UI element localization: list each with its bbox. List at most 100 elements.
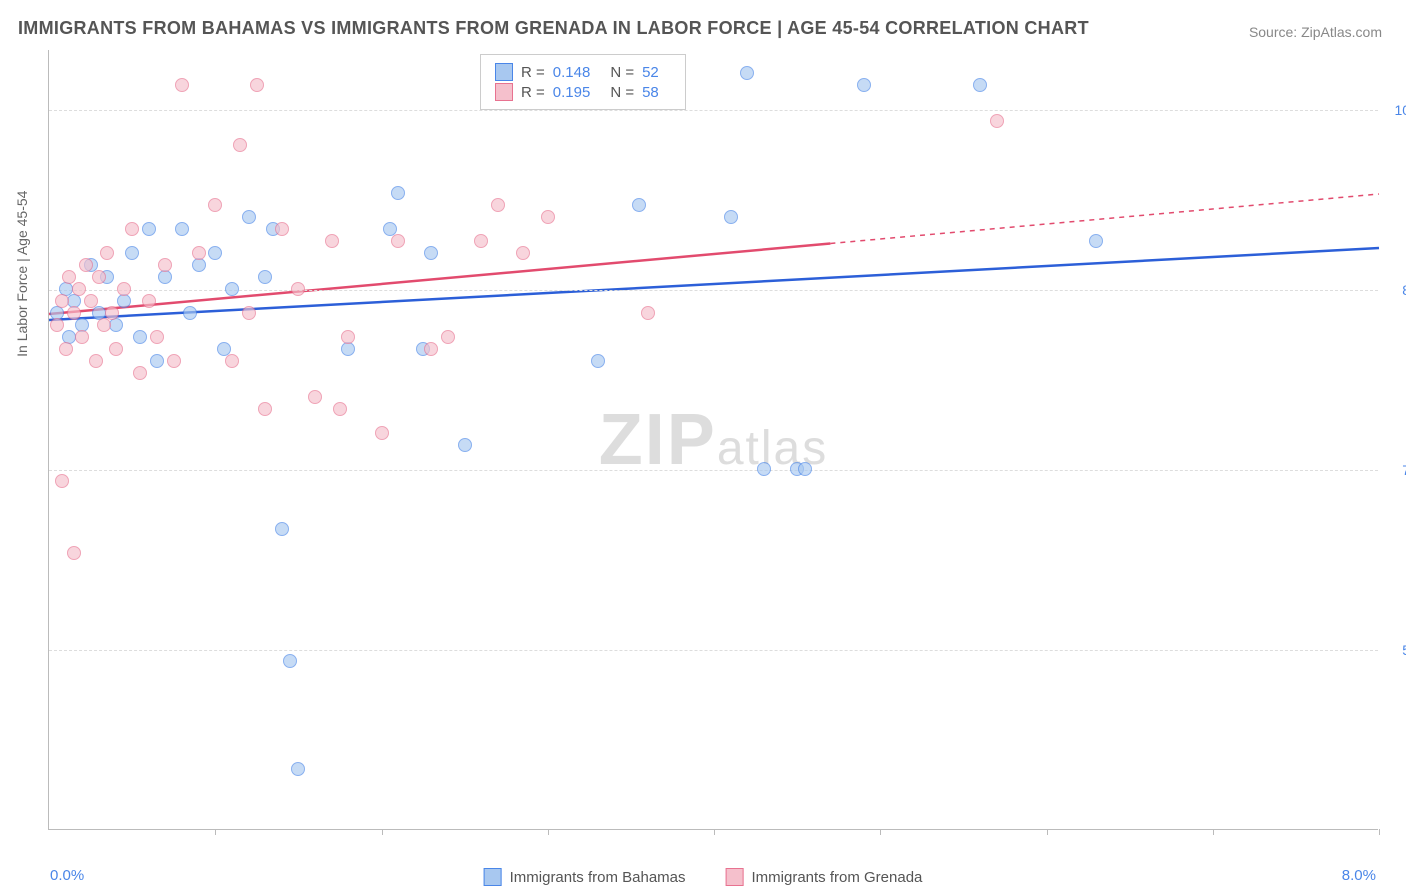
data-point — [641, 306, 655, 320]
data-point — [541, 210, 555, 224]
data-point — [333, 402, 347, 416]
data-point — [258, 402, 272, 416]
data-point — [233, 138, 247, 152]
data-point — [424, 342, 438, 356]
data-point — [391, 234, 405, 248]
plot-area: ZIPatlas 55.0%70.0%85.0%100.0% — [48, 50, 1378, 830]
legend-r-label: R = — [521, 84, 545, 101]
legend-series-item: Immigrants from Grenada — [726, 868, 923, 886]
trend-lines — [49, 50, 1378, 829]
data-point — [67, 546, 81, 560]
data-point — [50, 318, 64, 332]
legend-r-value: 0.148 — [553, 64, 591, 81]
data-point — [591, 354, 605, 368]
data-point — [275, 222, 289, 236]
data-point — [109, 342, 123, 356]
legend-row: R =0.195N =58 — [495, 83, 671, 101]
data-point — [391, 186, 405, 200]
data-point — [250, 78, 264, 92]
data-point — [990, 114, 1004, 128]
data-point — [125, 246, 139, 260]
legend-n-value: 52 — [642, 64, 659, 81]
data-point — [208, 198, 222, 212]
legend-row: R = 0.148 N = 52 — [495, 63, 671, 81]
legend-correlation: R =0.148N =52R =0.195N =58 — [480, 54, 686, 110]
data-point — [283, 654, 297, 668]
data-point — [308, 390, 322, 404]
data-point — [208, 246, 222, 260]
data-point — [973, 78, 987, 92]
data-point — [175, 78, 189, 92]
x-tick — [215, 829, 216, 835]
legend-swatch — [495, 83, 513, 101]
data-point — [117, 282, 131, 296]
data-point — [100, 246, 114, 260]
data-point — [291, 762, 305, 776]
data-point — [757, 462, 771, 476]
data-point — [225, 282, 239, 296]
data-point — [72, 282, 86, 296]
data-point — [458, 438, 472, 452]
data-point — [1089, 234, 1103, 248]
data-point — [158, 270, 172, 284]
gridline — [49, 110, 1378, 111]
data-point — [79, 258, 93, 272]
x-tick — [1379, 829, 1380, 835]
data-point — [92, 270, 106, 284]
legend-swatch — [726, 868, 744, 886]
y-tick-label: 100.0% — [1395, 102, 1406, 118]
x-tick — [880, 829, 881, 835]
data-point — [225, 354, 239, 368]
x-axis-max-label: 8.0% — [1342, 867, 1376, 884]
data-point — [183, 306, 197, 320]
data-point — [125, 222, 139, 236]
data-point — [175, 222, 189, 236]
data-point — [242, 306, 256, 320]
legend-series: Immigrants from Bahamas Immigrants from G… — [484, 868, 923, 886]
legend-r-value: 0.195 — [553, 84, 591, 101]
data-point — [133, 330, 147, 344]
gridline — [49, 650, 1378, 651]
data-point — [258, 270, 272, 284]
data-point — [142, 222, 156, 236]
data-point — [55, 294, 69, 308]
data-point — [291, 282, 305, 296]
data-point — [474, 234, 488, 248]
x-tick — [548, 829, 549, 835]
data-point — [167, 354, 181, 368]
legend-swatch — [495, 63, 513, 81]
legend-n-label: N = — [610, 84, 634, 101]
data-point — [192, 258, 206, 272]
gridline — [49, 470, 1378, 471]
data-point — [133, 366, 147, 380]
data-point — [375, 426, 389, 440]
y-tick-label: 70.0% — [1402, 462, 1406, 478]
data-point — [632, 198, 646, 212]
y-axis-title: In Labor Force | Age 45-54 — [14, 191, 30, 357]
data-point — [117, 294, 131, 308]
legend-series-label: Immigrants from Bahamas — [510, 869, 686, 886]
data-point — [516, 246, 530, 260]
legend-r-label: R = — [521, 64, 545, 81]
trend-line-dashed — [830, 194, 1379, 244]
data-point — [341, 330, 355, 344]
x-tick — [1047, 829, 1048, 835]
data-point — [424, 246, 438, 260]
data-point — [857, 78, 871, 92]
y-tick-label: 55.0% — [1402, 642, 1406, 658]
data-point — [59, 342, 73, 356]
chart-title: IMMIGRANTS FROM BAHAMAS VS IMMIGRANTS FR… — [18, 18, 1089, 39]
data-point — [740, 66, 754, 80]
data-point — [724, 210, 738, 224]
data-point — [67, 306, 81, 320]
data-point — [97, 318, 111, 332]
legend-series-item: Immigrants from Bahamas — [484, 868, 686, 886]
data-point — [75, 330, 89, 344]
data-point — [89, 354, 103, 368]
data-point — [275, 522, 289, 536]
source-label: Source: ZipAtlas.com — [1249, 24, 1382, 40]
x-axis-min-label: 0.0% — [50, 867, 84, 884]
data-point — [84, 294, 98, 308]
data-point — [798, 462, 812, 476]
legend-n-label: N = — [610, 64, 634, 81]
